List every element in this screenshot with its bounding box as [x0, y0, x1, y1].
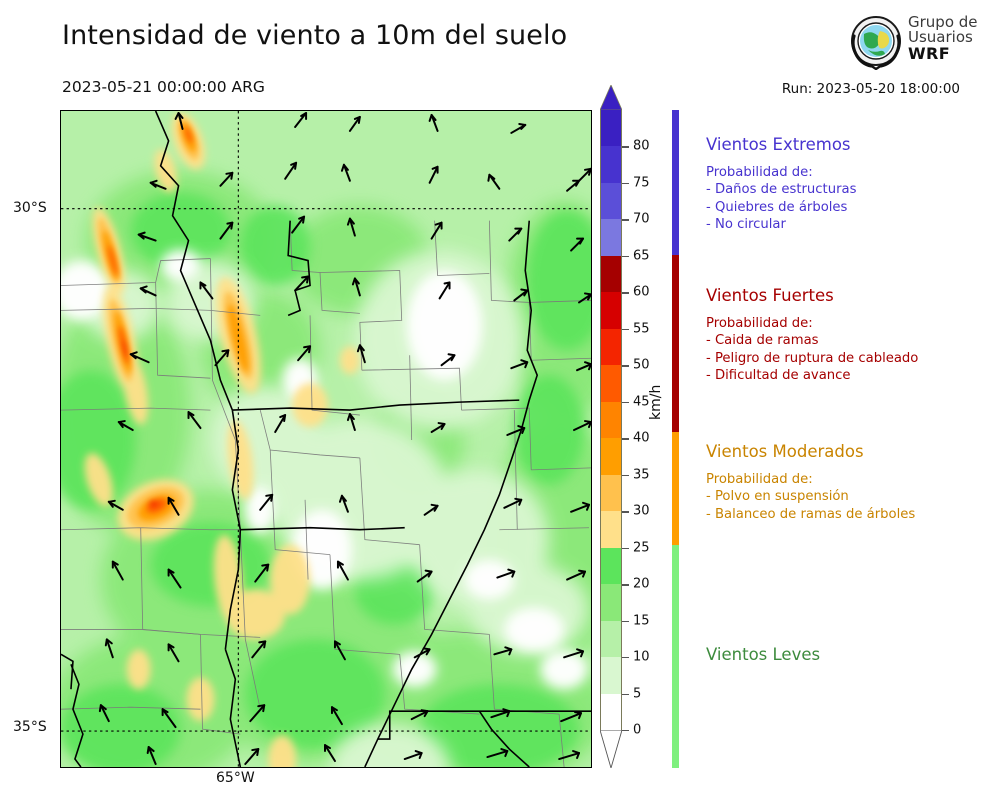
forecast-timestamp: 2023-05-21 00:00:00 ARG [62, 78, 265, 96]
legend-section-line: - Daños de estructuras [706, 182, 857, 198]
legend-section-line: - Caida de ramas [706, 333, 819, 349]
colorbar-tick [622, 292, 629, 294]
colorbar-tick-label: 15 [633, 613, 650, 629]
colorbar-ticks: 0 5 10 15 20 25 30 35 40 45 50 55 60 65 70 75 80 [622, 110, 682, 738]
legend-section-line: - Balanceo de ramas de árboles [706, 506, 916, 522]
logo-line-1: Grupo de [908, 13, 978, 31]
colorbar-tick [622, 182, 629, 185]
colorbar-tick-label: 50 [633, 357, 650, 373]
colorbar-tick [622, 328, 629, 331]
wind-speed-colorbar: 0 5 10 15 20 25 30 35 40 45 50 55 60 65 70 75 80 [599, 84, 650, 770]
legend-section-line: - No circular [706, 217, 786, 233]
colorbar-unit-label: km/h [648, 384, 664, 420]
legend-section-line: - Dificultad de avance [706, 368, 851, 384]
legend-section: Vientos Extremos Probabilidad de: - Daños … [706, 135, 992, 234]
colorbar-segment [601, 292, 621, 329]
legend-color-bar [672, 110, 679, 255]
colorbar-tick-label: 75 [633, 175, 650, 191]
colorbar-tick [622, 511, 629, 513]
colorbar-segment [601, 255, 621, 293]
legend-section-line: - Quiebres de árboles [706, 199, 848, 215]
colorbar-segment [601, 657, 621, 694]
page-title: Intensidad de viento a 10m del suelo [62, 20, 568, 51]
colorbar-tick [622, 146, 629, 148]
legend-section-line: - Polvo en suspensión [706, 489, 849, 505]
legend-section-title: Vientos Fuertes [706, 286, 834, 305]
wrf-user-group-logo: Grupo de Usuarios WRF [848, 12, 996, 74]
legend-section: Vientos Leves [706, 645, 992, 674]
colorbar-tick-label: 70 [633, 211, 650, 227]
colorbar-segment [601, 584, 621, 621]
colorbar-tick [622, 620, 629, 622]
colorbar-segment [601, 438, 621, 475]
colorbar-tick [622, 401, 629, 404]
legend-section-title: Vientos Leves [706, 645, 821, 664]
lat-label-30s: 30°S [13, 200, 47, 216]
lat-label-35s: 35°S [13, 719, 47, 735]
legend-section-line: Probabilidad de: [706, 472, 813, 487]
colorbar-gradient [600, 110, 622, 730]
model-run-timestamp: Run: 2023-05-20 18:00:00 [781, 81, 960, 97]
legend-section-title: Vientos Moderados [706, 442, 864, 461]
colorbar-tick-label: 25 [633, 540, 650, 556]
legend-section-title: Vientos Extremos [706, 135, 851, 154]
lon-label-65w: 65°W [216, 770, 255, 786]
colorbar-segment [601, 146, 621, 183]
colorbar-segment [601, 693, 621, 730]
colorbar-tick [622, 255, 629, 258]
colorbar-tick [622, 547, 629, 550]
colorbar-segment [601, 474, 621, 512]
legend-section-line: - Peligro de ruptura de cableado [706, 350, 919, 366]
legend-section-line: Probabilidad de: [706, 316, 813, 331]
colorbar-tick [622, 219, 629, 221]
wind-category-legend: Vientos Extremos Probabilidad de: - Daños … [672, 110, 992, 768]
legend-color-bar [672, 255, 679, 432]
colorbar-segment [601, 328, 621, 366]
legend-section-line: Probabilidad de: [706, 165, 813, 180]
logo-line-3: WRF [908, 43, 951, 63]
colorbar-tick-label: 55 [633, 321, 650, 337]
colorbar-tick [622, 474, 629, 477]
colorbar-segment [601, 620, 621, 658]
colorbar-tick-label: 20 [633, 576, 650, 592]
colorbar-top-arrow [599, 84, 623, 111]
colorbar-tick-label: 45 [633, 394, 650, 410]
colorbar-tick-label: 10 [633, 649, 650, 665]
colorbar-bottom-arrow [599, 729, 623, 770]
colorbar-tick [622, 730, 629, 732]
map-raster [61, 111, 591, 767]
legend-section: Vientos Moderados Probabilidad de: - Polvo… [706, 442, 992, 523]
wind-intensity-map[interactable] [60, 110, 592, 768]
colorbar-segment [601, 182, 621, 220]
colorbar-segment [601, 219, 621, 256]
globe-emblem-icon [848, 14, 904, 71]
colorbar-tick [622, 693, 629, 695]
colorbar-segment [601, 547, 621, 585]
legend-section: Vientos Fuertes Probabilidad de: - Caida d… [706, 286, 992, 385]
colorbar-segment [601, 511, 621, 548]
colorbar-tick-label: 30 [633, 503, 650, 519]
colorbar-segment [601, 365, 621, 402]
colorbar-tick [622, 584, 629, 586]
colorbar-tick-label: 80 [633, 138, 650, 154]
colorbar-tick [622, 365, 629, 367]
legend-color-bar [672, 545, 679, 768]
logo-line-2: Usuarios [908, 28, 973, 47]
colorbar-segment [601, 110, 621, 147]
colorbar-tick [622, 657, 629, 659]
colorbar-tick-label: 0 [633, 722, 642, 738]
colorbar-tick-label: 35 [633, 467, 650, 483]
colorbar-tick-label: 5 [633, 686, 642, 702]
logo-wordmark: Grupo de Usuarios WRF [908, 13, 978, 63]
colorbar-segment [601, 401, 621, 439]
legend-color-bar [672, 432, 679, 545]
colorbar-tick-label: 40 [633, 430, 650, 446]
colorbar-tick-label: 60 [633, 284, 650, 300]
colorbar-tick-label: 65 [633, 248, 650, 264]
colorbar-tick [622, 438, 629, 440]
